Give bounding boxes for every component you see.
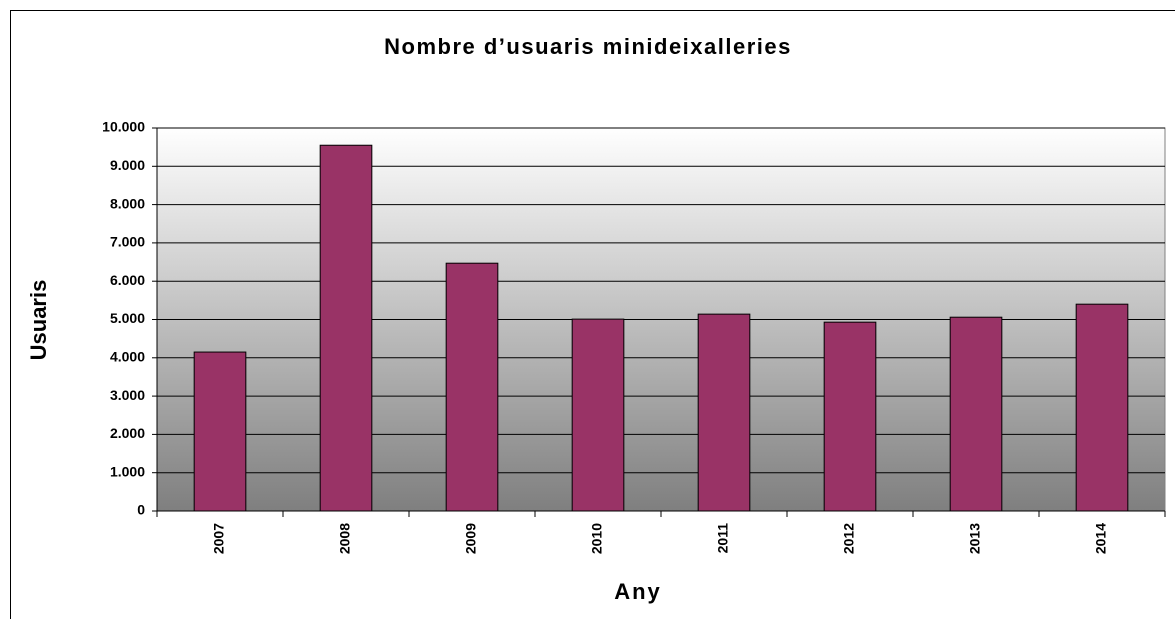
x-tick-label: 2012 — [841, 523, 857, 554]
x-tick-label: 2011 — [715, 523, 731, 554]
bar — [823, 321, 877, 512]
x-tick-label: 2008 — [337, 523, 353, 554]
y-tick-label: 4.000 — [110, 349, 145, 365]
y-tick-label: 8.000 — [110, 195, 145, 211]
x-tick-label: 2009 — [463, 523, 479, 554]
x-tick-label: 2007 — [211, 523, 227, 554]
bar — [193, 351, 247, 512]
y-axis-label: Usuaris — [26, 280, 51, 361]
bar — [949, 316, 1003, 512]
bar — [319, 144, 373, 512]
x-tick-label: 2010 — [589, 523, 605, 554]
y-tick-label: 10.000 — [102, 119, 145, 135]
bar — [445, 262, 499, 512]
x-tick-label: 2013 — [967, 523, 983, 554]
x-tick-label: 2014 — [1093, 523, 1109, 554]
y-tick-label: 2.000 — [110, 425, 145, 441]
y-tick-label: 7.000 — [110, 234, 145, 250]
x-axis-label: Any — [614, 579, 662, 604]
y-tick-label: 9.000 — [110, 157, 145, 173]
chart-title: Nombre d’usuaris minideixalleries — [384, 34, 792, 59]
y-tick-label: 3.000 — [110, 387, 145, 403]
y-tick-label: 5.000 — [110, 310, 145, 326]
bar — [571, 318, 625, 512]
bar — [697, 313, 751, 512]
y-tick-label: 0 — [137, 502, 145, 518]
y-tick-label: 6.000 — [110, 272, 145, 288]
y-tick-label: 1.000 — [110, 463, 145, 479]
bar — [1075, 303, 1129, 512]
